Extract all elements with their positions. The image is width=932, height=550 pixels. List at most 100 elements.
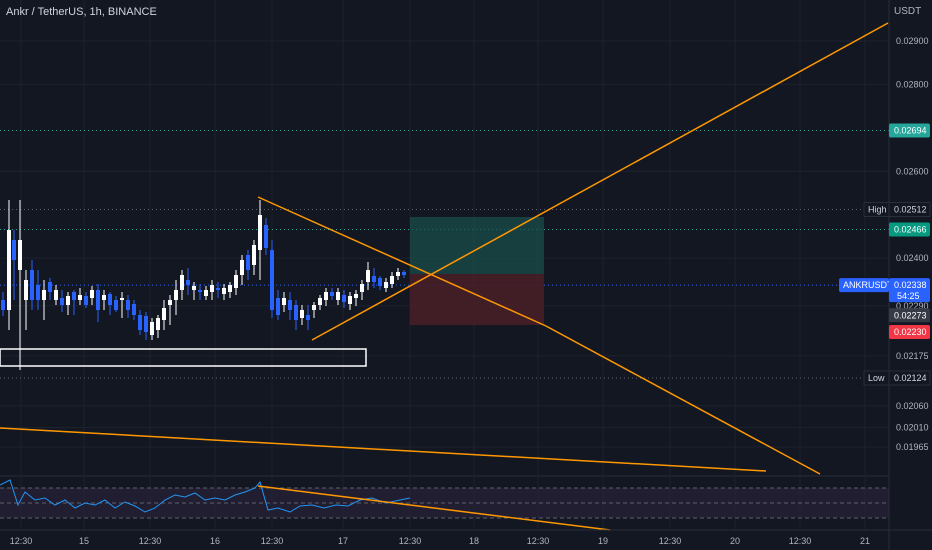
candle-body bbox=[12, 240, 16, 260]
candle-body bbox=[24, 280, 28, 300]
candle-body bbox=[222, 288, 226, 294]
candle-body bbox=[108, 294, 112, 305]
price-tick-label: 0.02010 bbox=[896, 423, 929, 433]
candle-body bbox=[366, 270, 370, 282]
candle-body bbox=[90, 290, 94, 298]
position-zones[interactable] bbox=[410, 217, 544, 325]
candle-body bbox=[384, 282, 388, 288]
candle-body bbox=[96, 290, 100, 310]
time-tick-label: 12:30 bbox=[659, 536, 682, 546]
rsi-line bbox=[0, 479, 411, 513]
candle-body bbox=[132, 304, 136, 315]
high-label: High 0.02512 bbox=[863, 202, 931, 217]
candle-body bbox=[270, 250, 274, 310]
candle-body bbox=[150, 322, 154, 335]
candle-body bbox=[276, 298, 280, 315]
svg-text:54:25: 54:25 bbox=[897, 291, 920, 301]
candle-body bbox=[84, 296, 88, 305]
target-price-tag[interactable]: 0.02694 bbox=[889, 123, 930, 138]
candle-body bbox=[1, 300, 5, 310]
candle-body bbox=[312, 305, 316, 310]
ascending-trendline[interactable] bbox=[311, 22, 889, 341]
svg-text:High: High bbox=[868, 205, 887, 215]
time-tick-label: 16 bbox=[210, 536, 220, 546]
candle-body bbox=[210, 285, 214, 292]
candle-body bbox=[7, 230, 11, 310]
price-tick-label: 0.02900 bbox=[896, 36, 929, 46]
support-box[interactable] bbox=[0, 348, 367, 367]
drawings[interactable] bbox=[0, 22, 889, 531]
candle-body bbox=[336, 292, 340, 300]
candle-body bbox=[360, 284, 364, 292]
candle-body bbox=[216, 288, 220, 290]
candle-body bbox=[168, 300, 172, 305]
profit-zone[interactable] bbox=[410, 217, 544, 274]
candle-body bbox=[228, 285, 232, 292]
candle-body bbox=[66, 296, 70, 305]
descending-trendline-ext[interactable] bbox=[545, 325, 821, 475]
entry-price-tag[interactable]: 0.02273 bbox=[889, 308, 930, 323]
time-tick-label: 17 bbox=[338, 536, 348, 546]
candle-body bbox=[54, 290, 58, 300]
price-axis[interactable]: 0.02900 0.02800 0.02600 0.02400 0.02290 0.021… bbox=[839, 0, 932, 550]
candle-body bbox=[396, 272, 400, 276]
price-tick-label: 0.02290 bbox=[896, 301, 929, 311]
time-tick-label: 12:30 bbox=[789, 536, 812, 546]
svg-text:0.02230: 0.02230 bbox=[894, 327, 927, 337]
candle-body bbox=[300, 310, 304, 318]
svg-text:ANKRUSDT: ANKRUSDT bbox=[843, 280, 893, 290]
candle-body bbox=[402, 272, 406, 275]
candle-body bbox=[180, 275, 184, 290]
descending-trendline[interactable] bbox=[257, 196, 547, 327]
rsi-trendline[interactable] bbox=[257, 485, 611, 531]
time-tick-label: 12:30 bbox=[527, 536, 550, 546]
candle-body bbox=[288, 300, 292, 310]
price-tick-label: 0.02800 bbox=[896, 79, 929, 89]
time-tick-label: 12:30 bbox=[10, 536, 33, 546]
candle-body bbox=[72, 292, 76, 300]
candle-body bbox=[120, 298, 124, 300]
svg-text:0.02273: 0.02273 bbox=[894, 310, 927, 320]
long-trendline[interactable] bbox=[0, 427, 767, 472]
candle-body bbox=[324, 292, 328, 300]
candle-body bbox=[48, 282, 52, 292]
candle-body bbox=[162, 308, 166, 320]
candle-body bbox=[114, 300, 118, 310]
grid bbox=[0, 0, 889, 530]
time-tick-label: 12:30 bbox=[139, 536, 162, 546]
candle-body bbox=[102, 295, 106, 300]
candle-body bbox=[342, 295, 346, 302]
candle-body bbox=[294, 305, 298, 320]
candle-body bbox=[306, 315, 310, 320]
candle-body bbox=[30, 270, 34, 300]
candle-body bbox=[246, 255, 250, 270]
candle-body bbox=[282, 298, 286, 305]
price-tick-label: 0.02060 bbox=[896, 401, 929, 411]
svg-text:0.02694: 0.02694 bbox=[894, 125, 927, 135]
time-axis[interactable]: 12:30 15 12:30 16 12:30 17 12:30 18 12:30 19 12:30… bbox=[0, 529, 932, 546]
candle-body bbox=[144, 316, 148, 332]
price-tick-label: 0.02600 bbox=[896, 166, 929, 176]
price-tick-label: 0.02400 bbox=[896, 253, 929, 263]
candle-body bbox=[138, 315, 142, 330]
candle-body bbox=[42, 290, 46, 300]
time-tick-label: 12:30 bbox=[399, 536, 422, 546]
svg-text:0.02124: 0.02124 bbox=[894, 373, 927, 383]
candle-body bbox=[78, 295, 82, 300]
candle-body bbox=[390, 276, 394, 284]
tp-price-tag[interactable]: 0.02466 bbox=[889, 222, 930, 237]
candles bbox=[1, 200, 406, 370]
loss-zone[interactable] bbox=[410, 274, 544, 325]
candle-body bbox=[330, 292, 334, 296]
stop-price-tag[interactable]: 0.02230 bbox=[889, 324, 930, 339]
chart-title: Ankr / TetherUS, 1h, BINANCE bbox=[6, 6, 157, 18]
svg-text:Low: Low bbox=[868, 373, 885, 383]
svg-text:0.02466: 0.02466 bbox=[894, 224, 927, 234]
candle-body bbox=[198, 290, 202, 292]
candle-body bbox=[60, 298, 64, 305]
candle-body bbox=[204, 290, 208, 296]
price-axis-bg bbox=[889, 0, 932, 550]
candle-body bbox=[174, 290, 178, 300]
